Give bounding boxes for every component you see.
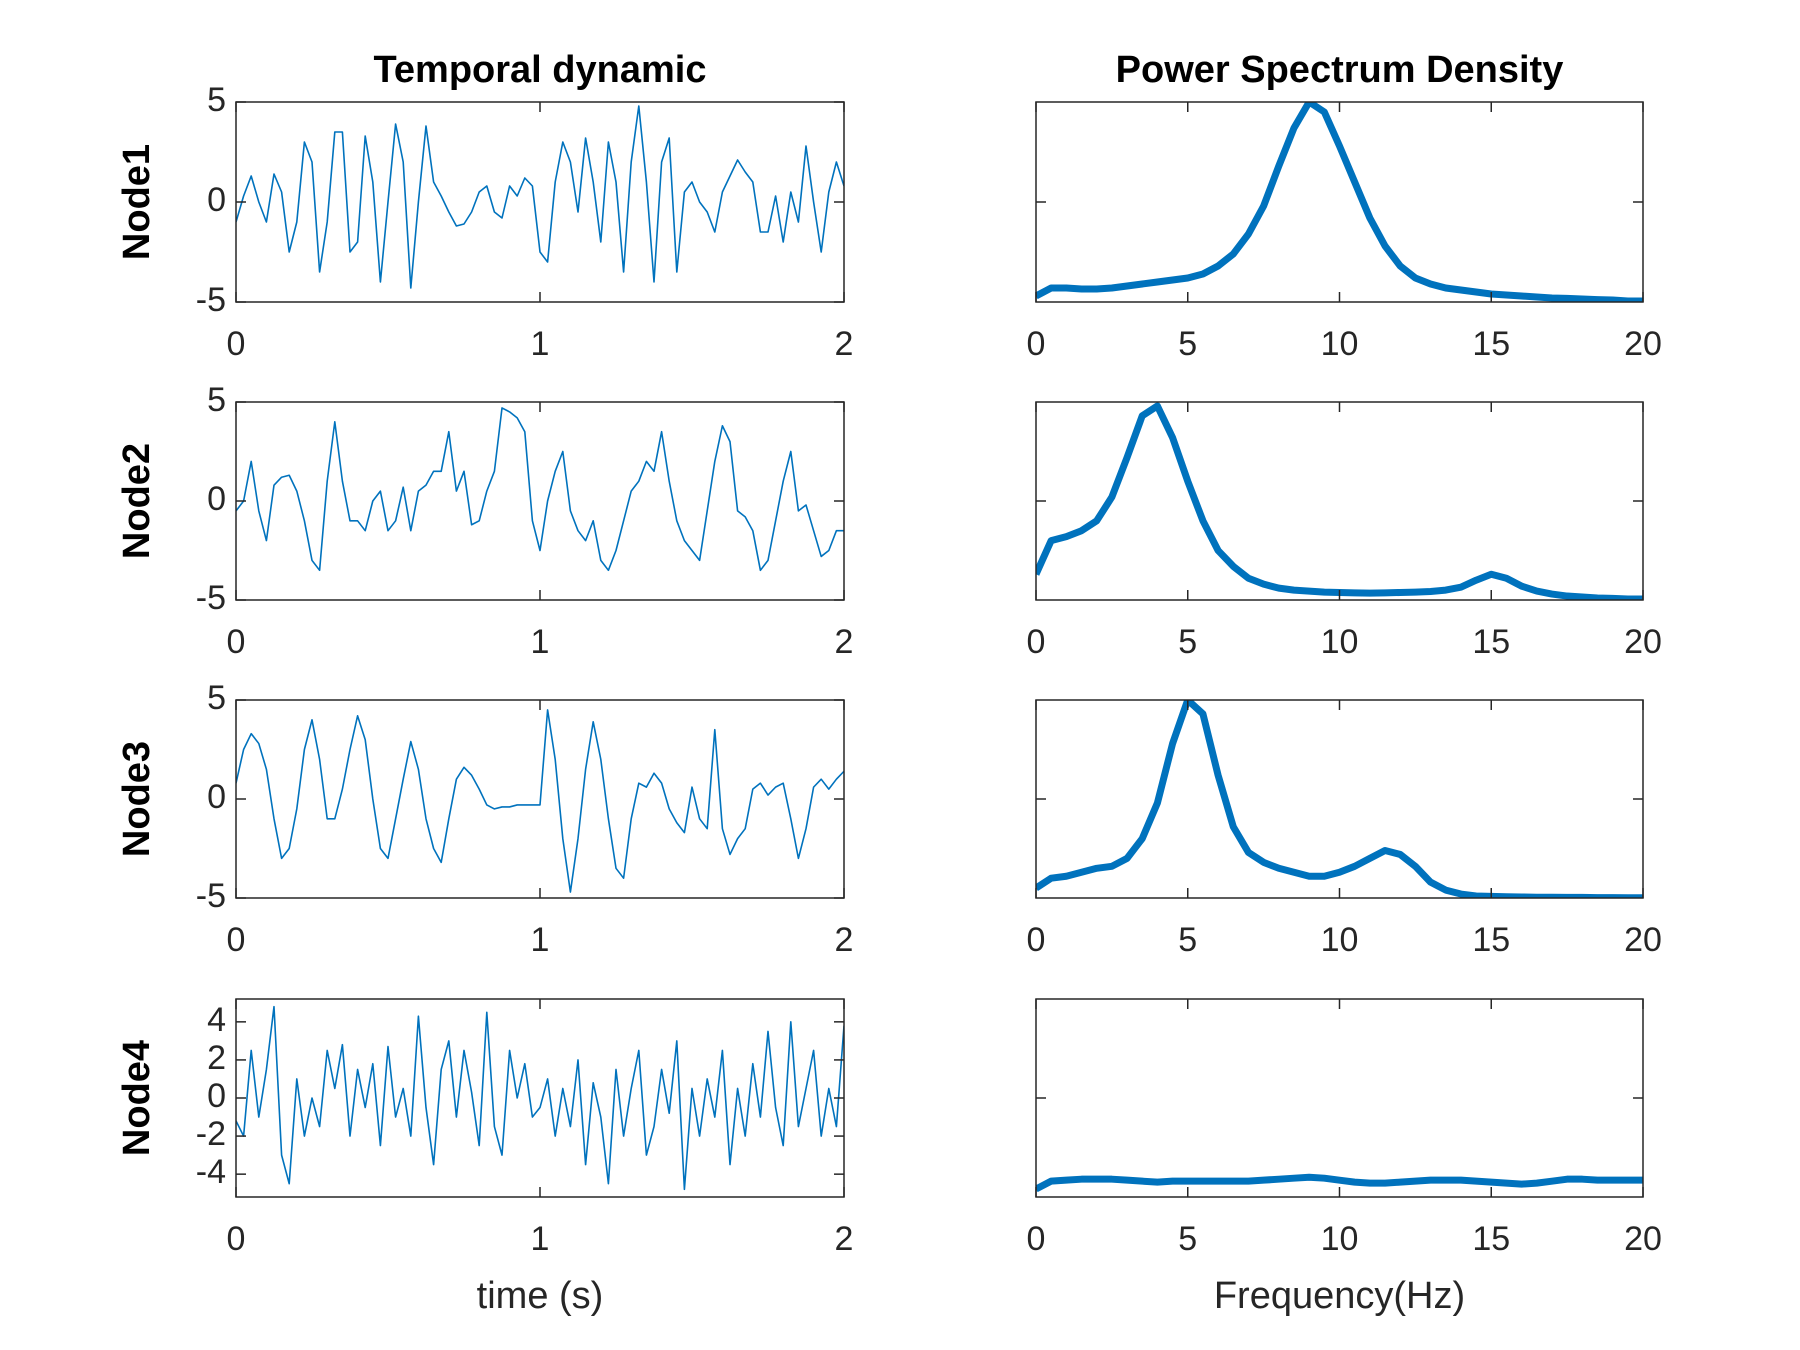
- axes-box: [235, 998, 845, 1198]
- x-tick-label: 2: [835, 921, 854, 959]
- signal-line: [236, 407, 844, 572]
- x-tick-label: 10: [1321, 1220, 1359, 1258]
- x-tick-label: 20: [1624, 623, 1662, 661]
- axes-box: [1035, 998, 1644, 1198]
- y-axis-label: Node1: [116, 144, 158, 260]
- x-tick-label: 1: [531, 1220, 550, 1258]
- x-tick-label: 2: [835, 325, 854, 363]
- x-tick-label: 0: [227, 325, 246, 363]
- signal-line: [1036, 102, 1643, 302]
- subplot: [236, 102, 844, 302]
- subplot: [1036, 402, 1643, 600]
- x-tick-label: 0: [227, 623, 246, 661]
- x-tick-label: 2: [835, 1220, 854, 1258]
- x-tick-label: 5: [1178, 623, 1197, 661]
- x-tick-label: 10: [1321, 623, 1359, 661]
- x-tick-label: 0: [1027, 921, 1046, 959]
- line-group: [236, 1005, 844, 1191]
- x-tick-label: 15: [1472, 623, 1510, 661]
- y-tick-label: -5: [196, 877, 226, 915]
- x-tick-label: 0: [1027, 623, 1046, 661]
- signal-line: [1036, 700, 1643, 898]
- plot-area: [1036, 102, 1643, 302]
- subplot: [1036, 102, 1643, 302]
- x-tick-label: 20: [1624, 325, 1662, 363]
- y-tick-label: 0: [207, 1077, 226, 1115]
- y-tick-label: -5: [196, 579, 226, 617]
- x-tick-label: 1: [531, 623, 550, 661]
- y-axis-label: Node3: [116, 741, 158, 857]
- x-tick-label: 15: [1472, 1220, 1510, 1258]
- plot-area: [236, 402, 844, 600]
- subplot: [236, 402, 844, 600]
- x-tick-label: 10: [1321, 921, 1359, 959]
- y-tick-label: 0: [207, 181, 226, 219]
- subplot: [1036, 999, 1643, 1197]
- y-tick-label: -5: [196, 281, 226, 319]
- y-tick-label: 0: [207, 778, 226, 816]
- plot-area: [236, 102, 844, 302]
- y-axis-label: Node2: [116, 443, 158, 559]
- x-tick-label: 10: [1321, 325, 1359, 363]
- subplot-title: Power Spectrum Density: [1116, 49, 1564, 91]
- axes-box: [235, 401, 845, 601]
- subplot: [236, 999, 844, 1197]
- x-axis-label: Frequency(Hz): [1214, 1275, 1465, 1317]
- y-tick-label: 4: [207, 1001, 226, 1039]
- x-tick-label: 1: [531, 921, 550, 959]
- axes-box: [1035, 699, 1644, 899]
- plot-area: [1036, 402, 1643, 600]
- line-group: [1036, 1173, 1643, 1193]
- plot-area: [1036, 700, 1643, 898]
- signal-line: [236, 709, 844, 893]
- x-tick-label: 5: [1178, 1220, 1197, 1258]
- subplot-title: Temporal dynamic: [374, 49, 707, 91]
- x-tick-label: 0: [1027, 1220, 1046, 1258]
- line-group: [1036, 700, 1643, 898]
- y-tick-label: 2: [207, 1039, 226, 1077]
- axes-box: [1035, 401, 1644, 601]
- signal-line: [1036, 1173, 1643, 1193]
- x-tick-label: 2: [835, 623, 854, 661]
- line-group: [1036, 102, 1643, 302]
- x-tick-label: 15: [1472, 325, 1510, 363]
- plot-area: [1036, 999, 1643, 1197]
- line-group: [236, 709, 844, 893]
- signal-line: [236, 1005, 844, 1191]
- x-tick-label: 5: [1178, 921, 1197, 959]
- x-tick-label: 15: [1472, 921, 1510, 959]
- axes-box: [235, 699, 845, 899]
- x-tick-label: 0: [227, 921, 246, 959]
- x-tick-label: 20: [1624, 1220, 1662, 1258]
- y-axis-label: Node4: [116, 1040, 158, 1156]
- x-tick-label: 5: [1178, 325, 1197, 363]
- x-tick-label: 0: [1027, 325, 1046, 363]
- signal-line: [236, 105, 844, 289]
- x-tick-label: 20: [1624, 921, 1662, 959]
- y-tick-label: 5: [207, 679, 226, 717]
- subplot: [1036, 700, 1643, 898]
- axes-box: [1035, 101, 1644, 303]
- y-tick-label: 0: [207, 480, 226, 518]
- line-group: [236, 407, 844, 572]
- y-tick-label: -4: [196, 1153, 226, 1191]
- y-tick-label: 5: [207, 81, 226, 119]
- line-group: [236, 105, 844, 289]
- x-axis-label: time (s): [477, 1275, 604, 1317]
- y-tick-label: 5: [207, 381, 226, 419]
- y-tick-label: -2: [196, 1115, 226, 1153]
- axes-box: [235, 101, 845, 303]
- x-tick-label: 1: [531, 325, 550, 363]
- x-tick-label: 0: [227, 1220, 246, 1258]
- plot-area: [236, 999, 844, 1197]
